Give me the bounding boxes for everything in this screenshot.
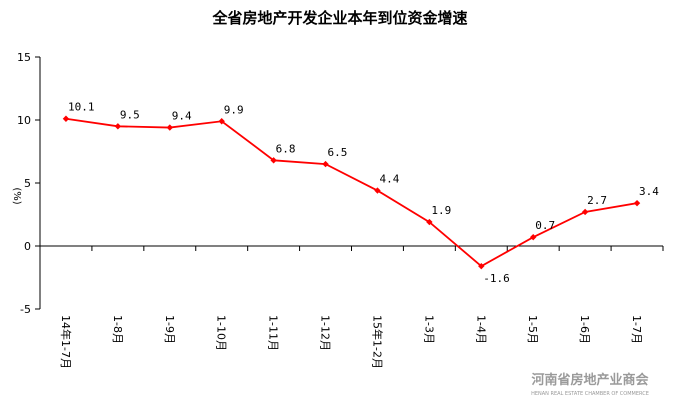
data-point: [166, 124, 173, 131]
data-label: 3.4: [639, 185, 659, 198]
data-point: [270, 157, 277, 164]
data-label: -1.6: [483, 272, 510, 285]
data-label: 9.4: [172, 110, 192, 123]
y-tick-label: 0: [24, 240, 31, 253]
x-tick-label: 14年1-7月: [59, 315, 73, 369]
data-point: [62, 115, 70, 122]
y-axis-label: (%): [11, 187, 22, 204]
x-tick-label: 1-9月: [163, 315, 176, 344]
y-tick-label: 15: [17, 51, 31, 64]
data-point: [426, 218, 433, 226]
watermark-subtext: HENAN REAL ESTATE CHAMBER OF COMMERCE: [531, 391, 649, 397]
chart-title: 全省房地产开发企业本年到位资金增速: [211, 9, 467, 27]
data-point: [374, 187, 381, 194]
data-point: [478, 262, 485, 270]
data-label: 9.9: [224, 103, 244, 116]
x-tick-label: 1-8月: [111, 315, 124, 344]
data-label: 10.1: [68, 101, 95, 114]
data-point: [218, 118, 225, 125]
data-label: 2.7: [587, 194, 607, 207]
x-tick-label: 1-11月: [267, 315, 280, 351]
series-line: [65, 117, 638, 268]
x-tick-label: 1-6月: [578, 315, 591, 344]
watermark-text: 河南省房地产业商会: [531, 372, 649, 388]
data-label: 0.7: [535, 219, 555, 232]
x-tick-label: 1-12月: [319, 315, 332, 351]
x-tick-label: 15年1-2月: [370, 315, 384, 369]
plot-area: 10.1 9.5 9.4 9.9 6.8 6.5 4.4 1.9 -1.6 0.7 2.7 3.4: [62, 101, 659, 285]
data-label: 9.5: [120, 108, 140, 121]
x-tick-label: 1-5月: [526, 315, 539, 344]
data-point: [322, 160, 329, 168]
data-point: [581, 208, 589, 216]
watermark: 河南省房地产业商会 HENAN REAL ESTATE CHAMBER OF C…: [531, 372, 649, 397]
x-tick-label: 1-4月: [474, 315, 487, 344]
data-point: [114, 123, 122, 130]
data-point: [633, 199, 641, 207]
axes: 15 10 5 0 -5 14年1-7月 1-8月 1-9月 1-10月 1-11月 1-12月 15…: [17, 51, 664, 369]
data-label: 6.5: [328, 146, 348, 159]
y-tick-label: 5: [24, 177, 31, 190]
y-tick-label: -5: [20, 303, 31, 316]
data-label: 6.8: [276, 142, 296, 155]
x-tick-label: 1-10月: [215, 315, 228, 351]
data-label: 4.4: [379, 173, 399, 186]
x-tick-label: 1-7月: [630, 315, 643, 344]
x-tick-label: 1-3月: [422, 315, 435, 344]
y-tick-label: 10: [17, 114, 31, 127]
data-point: [530, 233, 537, 241]
data-label: 1.9: [431, 204, 451, 217]
